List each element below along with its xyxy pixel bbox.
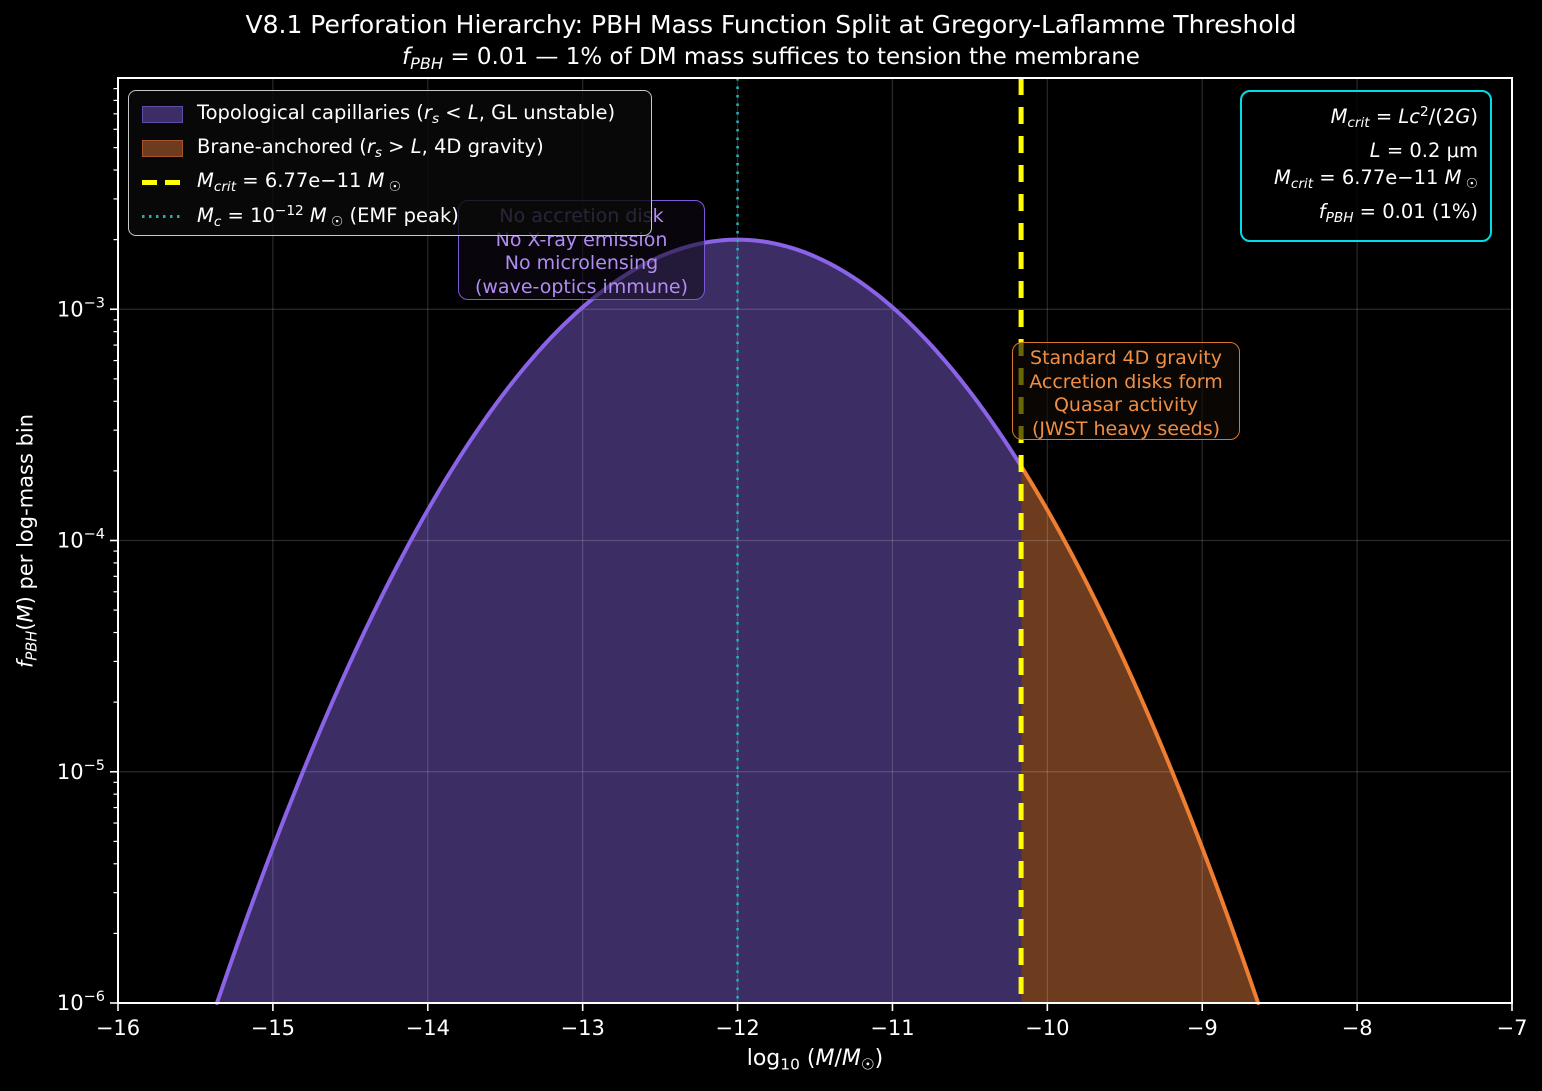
svg-text:−13: −13 xyxy=(561,1016,605,1040)
svg-text:10−4: 10−4 xyxy=(57,527,105,553)
param-line: Mcrit = 6.77e−11 M ☉ xyxy=(1274,165,1478,192)
legend-item-brane: Brane-anchored (rs > L, 4D gravity) xyxy=(142,131,651,165)
y-axis-label: fPBH(M) per log-mass bin xyxy=(13,413,41,669)
annotation-line: No microlensing xyxy=(504,252,659,274)
svg-text:−12: −12 xyxy=(715,1016,759,1040)
svg-text:10−5: 10−5 xyxy=(57,758,105,784)
legend: Topological capillaries (rs < L, GL unst… xyxy=(128,90,652,236)
legend-label: Mc = 10−12 M ☉ (EMF peak) xyxy=(197,202,459,230)
annotation-line: (JWST heavy seeds) xyxy=(1031,417,1221,440)
legend-label: Mcrit = 6.77e−11 M ☉ xyxy=(197,168,401,196)
legend-item-mc: Mc = 10−12 M ☉ (EMF peak) xyxy=(142,199,651,233)
param-line: Mcrit = Lc2/(2G) xyxy=(1330,104,1478,131)
svg-text:−10: −10 xyxy=(1025,1016,1069,1040)
brown-patch-icon xyxy=(142,139,183,157)
legend-label: Topological capillaries (rs < L, GL unst… xyxy=(197,100,616,128)
svg-text:−9: −9 xyxy=(1187,1016,1218,1040)
purple-patch-icon xyxy=(142,105,183,123)
svg-text:−8: −8 xyxy=(1342,1016,1373,1040)
chart-subtitle: fPBH = 0.01 — 1% of DM mass suffices to … xyxy=(402,44,1140,73)
dotted-line-icon xyxy=(142,214,183,218)
parameters-box: Mcrit = Lc2/(2G) L = 0.2 μm Mcrit = 6.77… xyxy=(1240,90,1492,243)
x-axis-label: log10 (M/M☉) xyxy=(746,1046,884,1074)
annotation-line: Standard 4D gravity xyxy=(1030,347,1222,369)
svg-text:−11: −11 xyxy=(870,1016,914,1040)
annotation-line: Quasar activity xyxy=(1053,394,1199,416)
svg-text:−16: −16 xyxy=(96,1016,140,1040)
legend-item-mcrit: Mcrit = 6.77e−11 M ☉ xyxy=(142,165,651,199)
legend-item-capillaries: Topological capillaries (rs < L, GL unst… xyxy=(142,97,651,131)
annotation-line: Accretion disks form xyxy=(1029,370,1223,393)
chart-title: V8.1 Perforation Hierarchy: PBH Mass Fun… xyxy=(245,10,1297,39)
svg-text:−7: −7 xyxy=(1497,1016,1528,1040)
dashed-line-icon xyxy=(142,179,183,185)
svg-text:−14: −14 xyxy=(406,1016,450,1040)
svg-text:10−3: 10−3 xyxy=(57,295,105,321)
legend-label: Brane-anchored (rs > L, 4D gravity) xyxy=(197,134,544,162)
annotation-line: (wave-optics immune) xyxy=(474,275,689,298)
svg-text:−15: −15 xyxy=(251,1016,295,1040)
param-line: L = 0.2 μm xyxy=(1369,138,1478,162)
param-line: fPBH = 0.01 (1%) xyxy=(1318,200,1478,227)
svg-text:10−6: 10−6 xyxy=(57,989,105,1015)
annotation-brane: Standard 4D gravity Accretion disks form… xyxy=(1012,342,1240,440)
